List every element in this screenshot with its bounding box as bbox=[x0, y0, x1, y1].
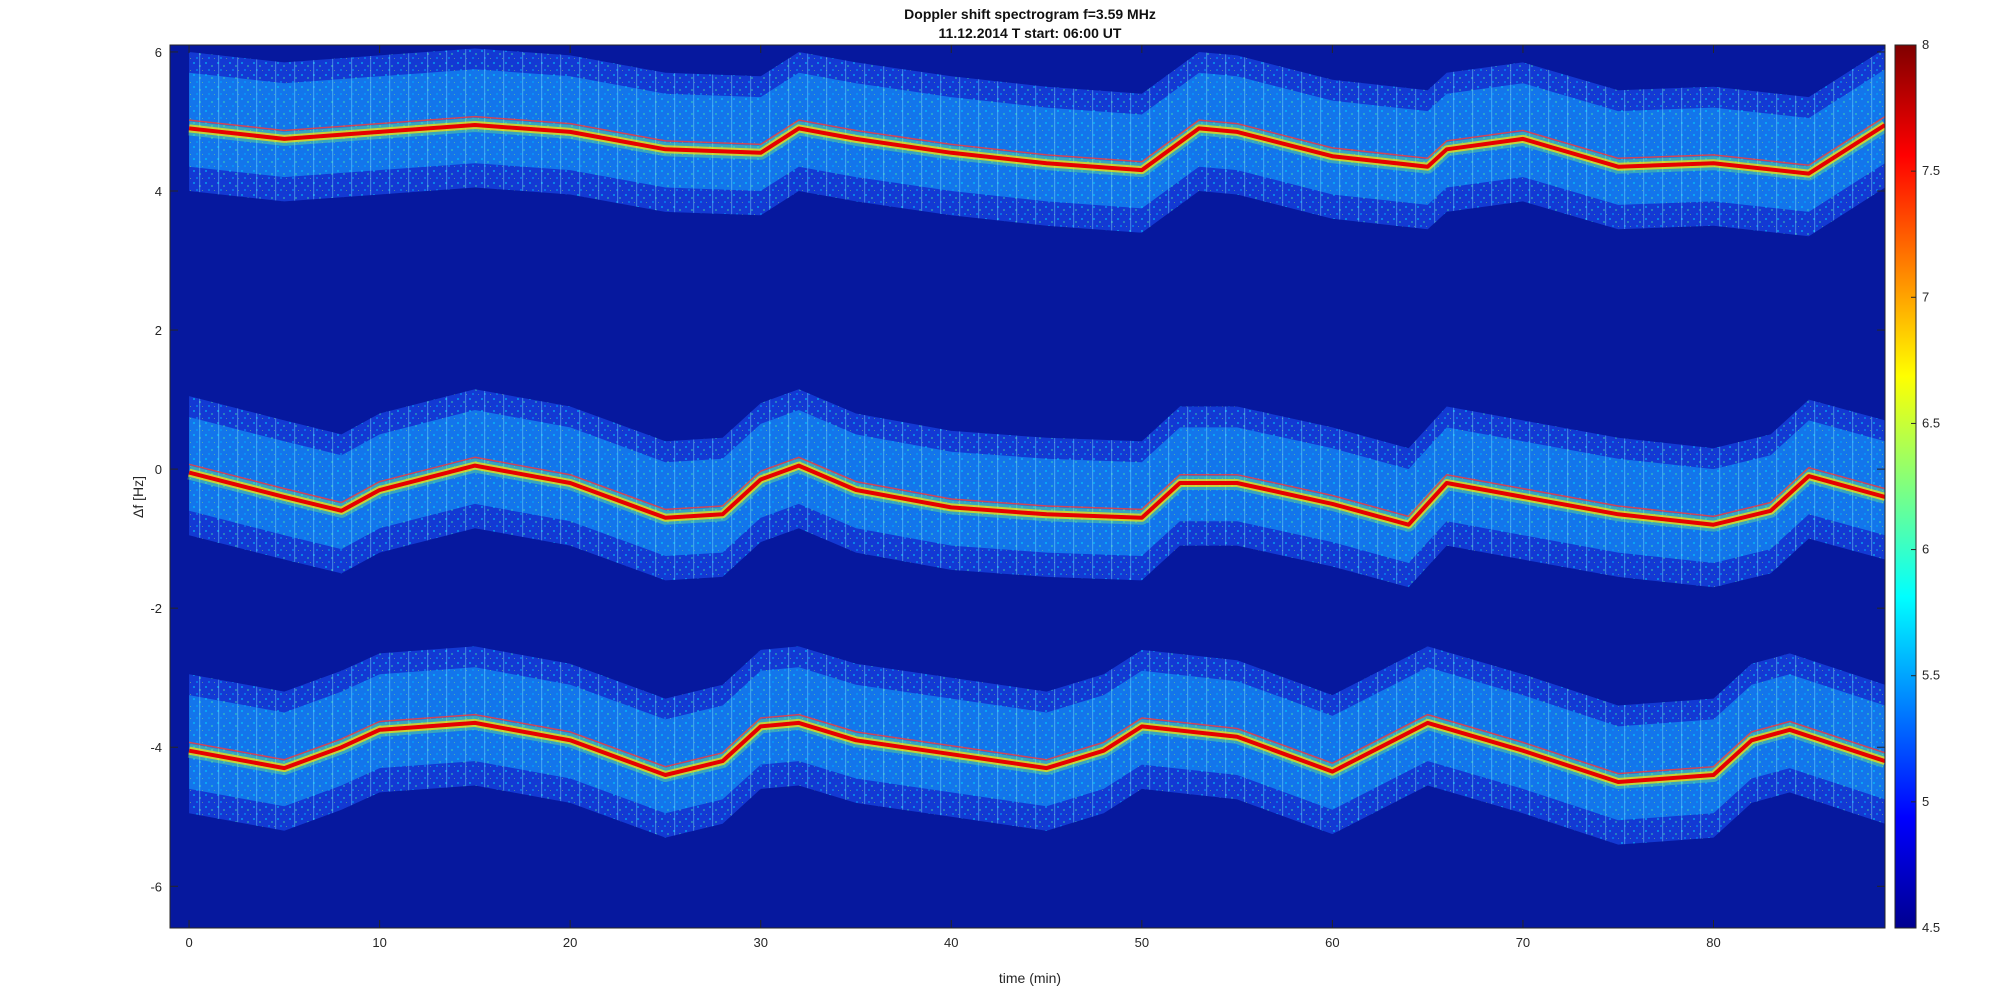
x-tick-label: 60 bbox=[1325, 935, 1339, 950]
plot-area bbox=[169, 44, 1886, 929]
signal-stripes-2 bbox=[189, 389, 1885, 588]
colorbar-gradient bbox=[1894, 44, 1917, 929]
x-tick-label: 50 bbox=[1135, 935, 1149, 950]
colorbar-ticks: 8 7.5 7 6.5 6 5.5 5 4.5 bbox=[1911, 37, 1940, 935]
x-tick-label: 20 bbox=[563, 935, 577, 950]
x-tick-label: 80 bbox=[1706, 935, 1720, 950]
colorbar-tick-label: 5 bbox=[1922, 794, 1929, 809]
y-axis: 6 4 2 0 -2 -4 -6 bbox=[150, 45, 1885, 894]
y-axis-label: Δf [Hz] bbox=[130, 476, 146, 518]
y-tick-label: 2 bbox=[155, 323, 162, 338]
trace-line-3 bbox=[188, 720, 1885, 784]
colorbar-tick-label: 6 bbox=[1922, 542, 1929, 557]
colorbar-tick-label: 8 bbox=[1922, 37, 1929, 52]
colorbar: 8 7.5 7 6.5 6 5.5 5 4.5 bbox=[1894, 37, 1940, 935]
colorbar-tick-label: 5.5 bbox=[1922, 668, 1940, 683]
y-tick-label: 0 bbox=[155, 462, 162, 477]
trace-echo-3 bbox=[188, 713, 1885, 775]
y-tick-label: -2 bbox=[150, 601, 162, 616]
y-tick-label: -4 bbox=[150, 740, 162, 755]
trace-echo-1 bbox=[189, 115, 1885, 167]
x-tick-label: 0 bbox=[185, 935, 192, 950]
colorbar-tick-label: 4.5 bbox=[1922, 920, 1940, 935]
signal-stripes-1 bbox=[189, 48, 1885, 237]
y-tick-label: -6 bbox=[150, 879, 162, 894]
colorbar-tick-label: 7.5 bbox=[1922, 163, 1940, 178]
trace-echo-2 bbox=[188, 456, 1885, 518]
x-tick-label: 10 bbox=[372, 935, 386, 950]
x-tick-label: 30 bbox=[753, 935, 767, 950]
chart-subtitle: 11.12.2014 T start: 06:00 UT bbox=[939, 25, 1122, 41]
signal-stripes-3 bbox=[189, 646, 1885, 845]
chart-title: Doppler shift spectrogram f=3.59 MHz bbox=[904, 6, 1156, 22]
signal-bands bbox=[189, 48, 1885, 845]
y-tick-label: 4 bbox=[155, 184, 162, 199]
x-axis: 0 10 20 30 40 50 60 70 80 bbox=[185, 45, 1721, 950]
plot-frame bbox=[169, 44, 1886, 929]
y-tick-label: 6 bbox=[155, 45, 162, 60]
colorbar-tick-label: 7 bbox=[1922, 289, 1929, 304]
x-tick-label: 40 bbox=[944, 935, 958, 950]
trace-line-2 bbox=[188, 463, 1885, 527]
trace-line-1 bbox=[188, 123, 1885, 176]
doppler-traces bbox=[187, 115, 1885, 789]
x-tick-label: 70 bbox=[1516, 935, 1530, 950]
colorbar-tick-label: 6.5 bbox=[1922, 415, 1940, 430]
x-axis-label: time (min) bbox=[999, 970, 1061, 986]
